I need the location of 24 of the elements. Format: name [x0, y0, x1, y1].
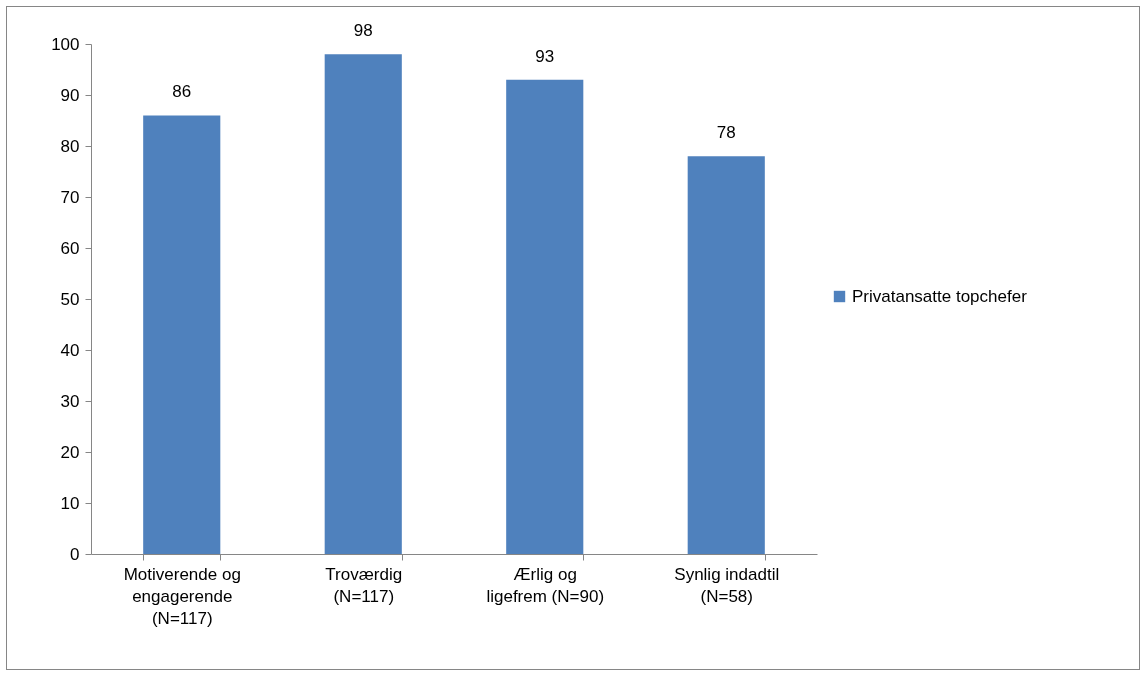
y-tick-label: 60 [60, 238, 80, 258]
y-tick-label: 50 [60, 289, 80, 309]
bar [324, 54, 402, 554]
y-tick-label: 10 [60, 493, 80, 513]
x-tick-label: Motiverende og engagerende (N=117) [123, 564, 241, 628]
y-tick-label: 30 [60, 391, 80, 411]
bar [506, 79, 584, 554]
y-tick-label: 80 [60, 136, 80, 156]
y-tick-label: 20 [60, 442, 80, 462]
data-label: 98 [353, 21, 373, 41]
x-tick-label: Synlig indadtil (N=58) [674, 564, 780, 606]
data-label: 78 [716, 123, 736, 143]
y-tick-label: 100 [51, 34, 80, 54]
y-tick-label: 40 [60, 340, 80, 360]
y-tick-label: 90 [60, 85, 80, 105]
x-tick-label: Troværdig (N=117) [325, 564, 403, 606]
bar [687, 156, 765, 554]
data-label: 86 [172, 82, 192, 102]
x-tick-label: Ærlig og ligefrem (N=90) [486, 564, 605, 606]
y-tick-label: 70 [60, 187, 80, 207]
y-tick-label: 0 [70, 544, 80, 564]
data-label: 93 [535, 46, 555, 66]
bar [143, 115, 221, 554]
legend-label: Privatansatte topchefer [852, 286, 1028, 306]
